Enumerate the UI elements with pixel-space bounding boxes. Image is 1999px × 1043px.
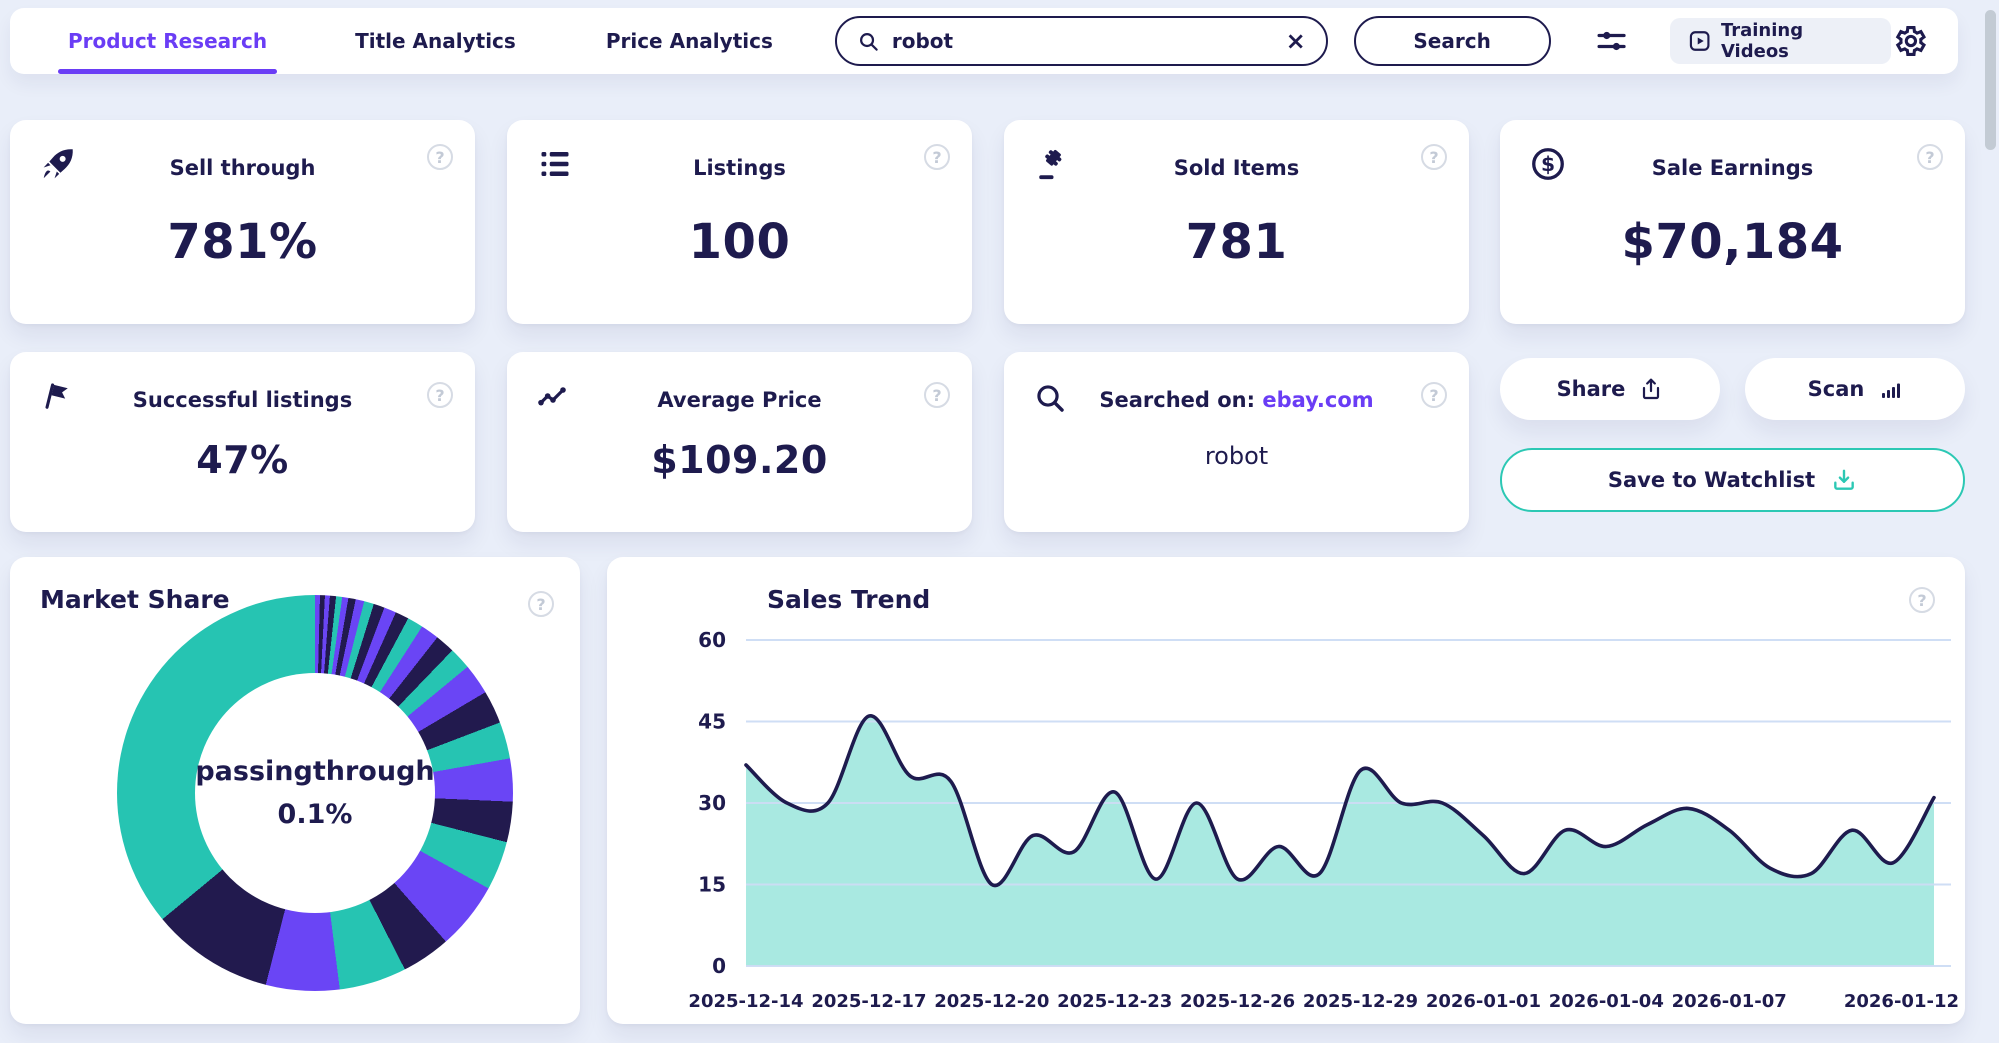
listings-value: 100: [688, 214, 791, 270]
share-button[interactable]: Share: [1500, 358, 1720, 420]
card-title: Listings: [693, 156, 786, 180]
clear-search-icon[interactable]: ×: [1285, 27, 1306, 55]
svg-text:0: 0: [712, 954, 726, 978]
rocket-icon: [43, 149, 73, 179]
searched-on-card: Searched on: ebay.com ? robot: [1004, 352, 1469, 532]
search-input[interactable]: [891, 29, 1286, 53]
sales-trend-card: Sales Trend ? 0 15 30 45 60 2025-12-14 2025-12…: [607, 557, 1965, 1024]
svg-text:2025-12-17: 2025-12-17: [811, 991, 926, 1012]
market-share-center-label: passingthrough: [195, 756, 435, 787]
top-nav-bar: Product Research Title Analytics Price A…: [10, 8, 1958, 74]
tab-price-analytics-label: Price Analytics: [605, 29, 773, 53]
list-icon: [541, 152, 569, 176]
sale-earnings-value: $70,184: [1621, 214, 1844, 270]
save-watchlist-icon: [1834, 469, 1854, 490]
settings-gear-icon[interactable]: [1891, 22, 1928, 60]
filters-icon[interactable]: [1595, 24, 1628, 58]
sold-items-card: Sold Items ? 781: [1004, 120, 1469, 324]
card-title: Successful listings: [132, 388, 353, 412]
share-icon: [1643, 378, 1660, 400]
sales-trend-chart[interactable]: 0 15 30 45 60 2025-12-14 2025-12-17 2025-12-20 2…: [611, 557, 1961, 1017]
svg-text:2026-01-12: 2026-01-12: [1844, 991, 1959, 1012]
tab-title-analytics[interactable]: Title Analytics: [355, 8, 516, 74]
signal-bars-icon: [1882, 383, 1901, 398]
help-icon[interactable]: ?: [1421, 382, 1447, 408]
ebay-link[interactable]: ebay.com: [1262, 388, 1374, 412]
svg-text:15: 15: [698, 873, 726, 897]
search-box[interactable]: ×: [834, 16, 1328, 66]
market-share-center-value: 0.1%: [277, 799, 353, 830]
search-icon: [859, 32, 878, 51]
average-price-card: Average Price ? $109.20: [507, 352, 972, 532]
save-to-watchlist-label: Save to Watchlist: [1607, 468, 1816, 492]
svg-text:60: 60: [698, 628, 726, 652]
svg-text:2025-12-23: 2025-12-23: [1057, 991, 1172, 1012]
tab-product-research[interactable]: Product Research: [57, 8, 278, 74]
flag-icon: [45, 383, 68, 409]
svg-text:2025-12-14: 2025-12-14: [688, 991, 803, 1012]
listings-card: Listings ? 100: [507, 120, 972, 324]
help-icon[interactable]: ?: [427, 144, 453, 170]
trend-icon: [538, 387, 566, 406]
dollar-circle-icon: $: [1532, 148, 1564, 180]
card-title: Sale Earnings: [1651, 156, 1814, 180]
tab-product-research-label: Product Research: [68, 29, 268, 53]
svg-text:2025-12-29: 2025-12-29: [1303, 991, 1418, 1012]
svg-text:45: 45: [698, 710, 726, 734]
card-title: Searched on: ebay.com: [1004, 352, 1469, 412]
market-share-title: Market Share: [40, 585, 230, 614]
help-icon[interactable]: ?: [1421, 144, 1447, 170]
search-button[interactable]: Search: [1353, 16, 1551, 66]
sell-through-value: 781%: [167, 214, 318, 270]
help-icon[interactable]: ?: [924, 144, 950, 170]
sale-earnings-card: $ Sale Earnings ? $70,184: [1500, 120, 1965, 324]
actions-zone: Share Scan Save to Watchlist: [1500, 358, 1965, 532]
gavel-icon: [1039, 149, 1062, 180]
help-icon[interactable]: ?: [528, 591, 554, 617]
svg-text:2025-12-20: 2025-12-20: [934, 991, 1049, 1012]
successful-listings-card: Successful listings ? 47%: [10, 352, 475, 532]
search-icon: [1037, 385, 1064, 412]
svg-text:2026-01-01: 2026-01-01: [1426, 991, 1541, 1012]
card-title: Sold Items: [1173, 156, 1300, 180]
scan-label: Scan: [1807, 377, 1865, 401]
sell-through-card: Sell through ? 781%: [10, 120, 475, 324]
page-scrollbar[interactable]: [1985, 10, 1996, 150]
sold-items-value: 781: [1185, 214, 1288, 270]
market-share-center: passingthrough 0.1%: [195, 673, 435, 913]
searched-on-prefix: Searched on:: [1099, 388, 1256, 412]
help-icon[interactable]: ?: [1917, 144, 1943, 170]
tab-price-analytics[interactable]: Price Analytics: [606, 8, 773, 74]
svg-text:$: $: [1541, 152, 1555, 176]
play-video-icon: [1689, 31, 1710, 51]
svg-text:2026-01-04: 2026-01-04: [1549, 991, 1664, 1012]
training-videos-button[interactable]: Training Videos: [1669, 18, 1891, 64]
svg-text:2025-12-26: 2025-12-26: [1180, 991, 1295, 1012]
save-to-watchlist-button[interactable]: Save to Watchlist: [1500, 448, 1965, 512]
svg-text:2026-01-07: 2026-01-07: [1672, 991, 1787, 1012]
svg-text:30: 30: [698, 791, 726, 815]
average-price-value: $109.20: [651, 438, 828, 482]
help-icon[interactable]: ?: [427, 382, 453, 408]
market-share-card: Market Share ? passingthrough 0.1%: [10, 557, 580, 1024]
successful-listings-value: 47%: [196, 438, 289, 482]
help-icon[interactable]: ?: [1909, 587, 1935, 613]
sales-trend-title: Sales Trend: [767, 585, 931, 614]
tab-title-analytics-label: Title Analytics: [355, 29, 516, 53]
card-title: Sell through: [169, 156, 316, 180]
share-label: Share: [1556, 377, 1626, 401]
help-icon[interactable]: ?: [924, 382, 950, 408]
card-title: Average Price: [657, 388, 822, 412]
search-term-value: robot: [1204, 442, 1269, 470]
scan-button[interactable]: Scan: [1745, 358, 1965, 420]
training-videos-label: Training Videos: [1720, 20, 1804, 62]
